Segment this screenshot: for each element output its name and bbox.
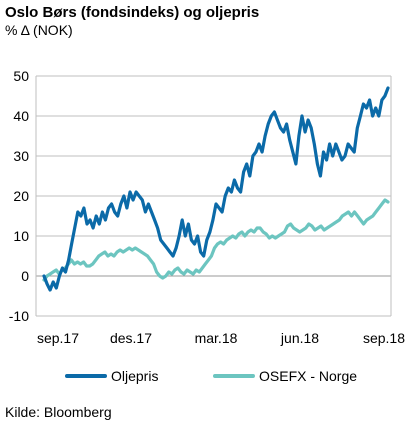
y-tick-label: 40 bbox=[13, 108, 29, 124]
y-tick-label: 50 bbox=[13, 68, 29, 84]
y-tick-label: -10 bbox=[9, 308, 29, 324]
series-line bbox=[42, 86, 390, 292]
y-tick-label: 30 bbox=[13, 148, 29, 164]
chart-subtitle: % Δ (NOK) bbox=[5, 22, 73, 38]
source-note: Kilde: Bloomberg bbox=[5, 404, 112, 420]
x-tick-label: jun.18 bbox=[280, 330, 319, 346]
series-line bbox=[42, 198, 390, 282]
x-tick-label: mar.18 bbox=[195, 330, 238, 346]
y-axis-ticks: -10 0 10 20 30 40 50 bbox=[9, 68, 29, 324]
x-tick-label: des.17 bbox=[110, 330, 152, 346]
legend-label: Oljepris bbox=[111, 368, 158, 384]
y-tick-label: 0 bbox=[21, 268, 29, 284]
y-tick-label: 20 bbox=[13, 188, 29, 204]
grid-layer bbox=[36, 75, 391, 317]
x-tick-label: sep.18 bbox=[363, 330, 405, 346]
legend-label: OSEFX - Norge bbox=[259, 368, 357, 384]
y-tick-label: 10 bbox=[13, 228, 29, 244]
x-tick-label: sep.17 bbox=[37, 330, 79, 346]
series-layer bbox=[42, 86, 390, 292]
x-axis-ticks: sep.17 des.17 mar.18 jun.18 sep.18 bbox=[37, 330, 405, 346]
legend: Oljepris OSEFX - Norge bbox=[65, 368, 357, 384]
chart-title: Oslo Børs (fondsindeks) og oljepris bbox=[5, 4, 260, 21]
